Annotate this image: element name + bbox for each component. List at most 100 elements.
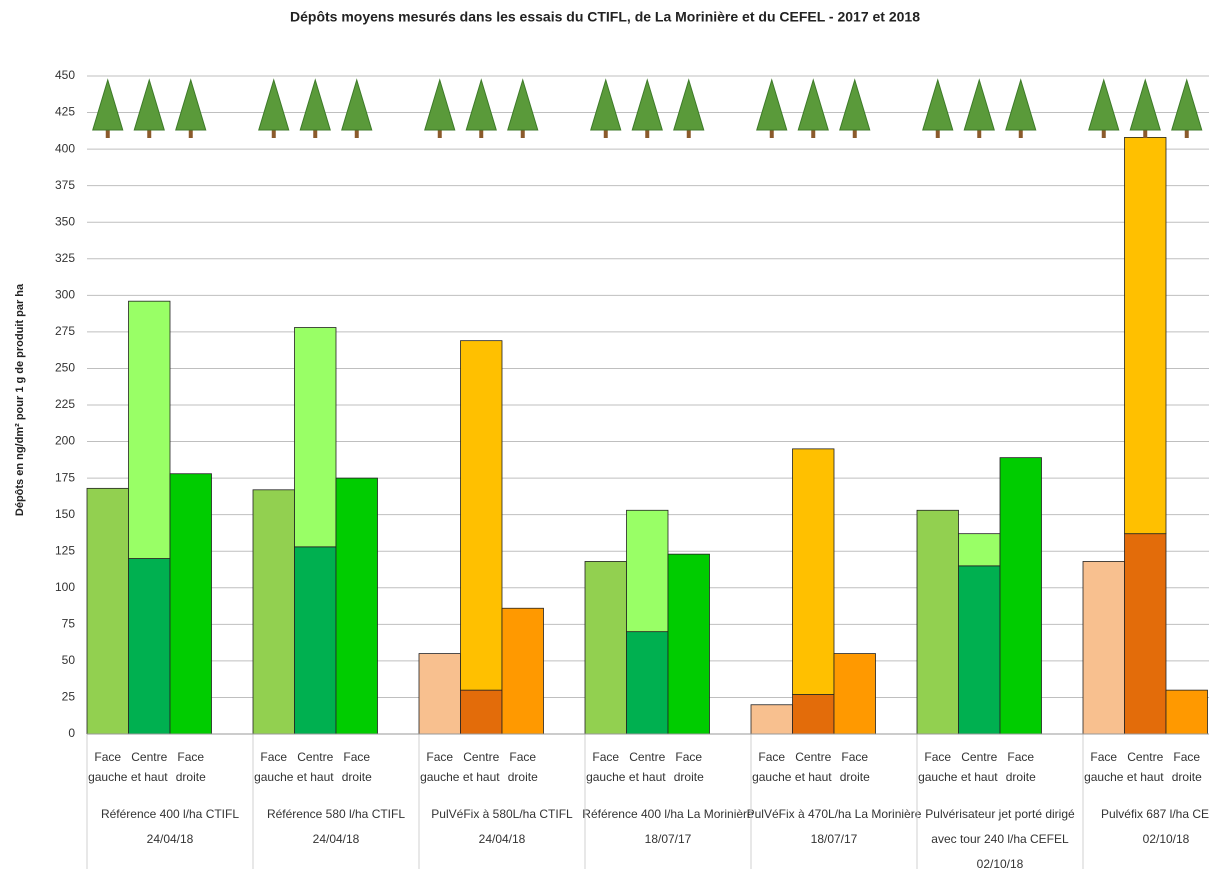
- y-tick-label: 275: [55, 324, 75, 338]
- tree-trunk: [479, 128, 484, 138]
- bar-face-gauche: [916, 509, 959, 735]
- sub-category-label: et haut: [297, 770, 334, 784]
- sub-category-label: Centre: [131, 750, 167, 764]
- tree-trunk: [188, 128, 193, 138]
- group-label: 18/07/17: [811, 832, 858, 846]
- tree-trunk: [271, 128, 276, 138]
- sub-category-label: Face: [1007, 750, 1034, 764]
- chart-title: Dépôts moyens mesurés dans les essais du…: [290, 9, 920, 25]
- tree-crown: [299, 78, 331, 131]
- tree-trunk: [852, 128, 857, 138]
- bar-face-droite: [1165, 689, 1208, 735]
- sub-category-label: Centre: [1127, 750, 1163, 764]
- tree-trunk: [437, 128, 442, 138]
- tree-trunk: [1018, 128, 1023, 138]
- tree-crown: [92, 78, 124, 131]
- y-tick-label: 150: [55, 507, 75, 521]
- group-label: Pulvérisateur jet porté dirigé: [925, 807, 1075, 821]
- sub-category-label: gauche: [254, 770, 294, 784]
- sub-category-label: Face: [260, 750, 287, 764]
- bar-face-droite: [833, 653, 876, 735]
- sub-category-label: et haut: [463, 770, 500, 784]
- y-tick-label: 75: [62, 617, 76, 631]
- bar-face-gauche: [1082, 561, 1125, 735]
- bar-centre-haut: [626, 509, 669, 633]
- tree-crown: [1129, 78, 1161, 131]
- sub-category-label: Face: [426, 750, 453, 764]
- tree-trunk: [603, 128, 608, 138]
- sub-category-label: droite: [176, 770, 206, 784]
- tree-crown: [756, 78, 788, 131]
- sub-category-label: gauche: [752, 770, 792, 784]
- group-label: Référence 580 l/ha CTIFL: [267, 807, 405, 821]
- y-tick-label: 0: [68, 726, 75, 740]
- tree-crown: [631, 78, 663, 131]
- sub-category-label: gauche: [586, 770, 626, 784]
- tree-crown: [590, 78, 622, 131]
- y-tick-label: 250: [55, 361, 75, 375]
- group-label: 24/04/18: [147, 832, 194, 846]
- bar-centre-haut: [958, 533, 1001, 567]
- tree-crown: [175, 78, 207, 131]
- tree-crown: [258, 78, 290, 131]
- bar-face-gauche: [418, 653, 461, 735]
- bar-centre-bas: [626, 631, 669, 735]
- tree-crown: [963, 78, 995, 131]
- bar-centre-haut: [460, 340, 503, 691]
- sub-category-label: gauche: [1084, 770, 1124, 784]
- sub-category-label: et haut: [961, 770, 998, 784]
- tree-crown: [1171, 78, 1203, 131]
- group-label: 02/10/18: [977, 857, 1024, 869]
- tree-crown: [341, 78, 373, 131]
- group-label: 02/10/18: [1143, 832, 1190, 846]
- sub-category-label: Face: [1173, 750, 1200, 764]
- tree-trunk: [147, 128, 152, 138]
- y-tick-label: 100: [55, 580, 75, 594]
- sub-category-label: droite: [674, 770, 704, 784]
- bar-centre-haut: [1124, 137, 1167, 535]
- y-tick-label: 225: [55, 397, 75, 411]
- tree-crown: [1005, 78, 1037, 131]
- tree-crown: [797, 78, 829, 131]
- y-tick-label: 400: [55, 141, 75, 155]
- y-tick-label: 125: [55, 543, 75, 557]
- tree-trunk: [645, 128, 650, 138]
- tree-trunk: [313, 128, 318, 138]
- sub-category-label: et haut: [1127, 770, 1164, 784]
- group-label: avec tour 240 l/ha CEFEL: [931, 832, 1069, 846]
- sub-category-label: Face: [924, 750, 951, 764]
- group-label: PulVéFix à 580L/ha CTIFL: [431, 807, 573, 821]
- bar-centre-haut: [128, 300, 171, 559]
- tree-crown: [1088, 78, 1120, 131]
- bar-face-droite: [501, 607, 544, 735]
- group-label: 24/04/18: [313, 832, 360, 846]
- bar-face-gauche: [584, 561, 627, 735]
- sub-category-label: Face: [592, 750, 619, 764]
- tree-crown: [507, 78, 539, 131]
- tree-crown: [839, 78, 871, 131]
- sub-category-label: et haut: [629, 770, 666, 784]
- bar-centre-bas: [128, 558, 171, 735]
- tree-crown: [424, 78, 456, 131]
- sub-category-label: Centre: [961, 750, 997, 764]
- sub-category-label: Face: [177, 750, 204, 764]
- group-label: Référence 400 l/ha CTIFL: [101, 807, 239, 821]
- sub-category-label: et haut: [795, 770, 832, 784]
- sub-category-label: gauche: [918, 770, 958, 784]
- sub-category-label: Centre: [297, 750, 333, 764]
- y-axis-title: Dépôts en ng/dm² pour 1 g de produit par…: [14, 283, 26, 516]
- y-tick-label: 450: [55, 68, 75, 82]
- bar-face-droite: [667, 553, 710, 735]
- sub-category-label: droite: [840, 770, 870, 784]
- tree-crown: [673, 78, 705, 131]
- y-tick-label: 50: [62, 653, 76, 667]
- sub-category-label: Face: [1090, 750, 1117, 764]
- y-tick-label: 425: [55, 105, 75, 119]
- bar-centre-bas: [294, 546, 337, 735]
- tree-trunk: [1101, 128, 1106, 138]
- sub-category-label: droite: [342, 770, 372, 784]
- y-tick-label: 200: [55, 434, 75, 448]
- group-label: PulVéFix à 470L/ha La Morinière: [747, 807, 922, 821]
- y-tick-label: 350: [55, 214, 75, 228]
